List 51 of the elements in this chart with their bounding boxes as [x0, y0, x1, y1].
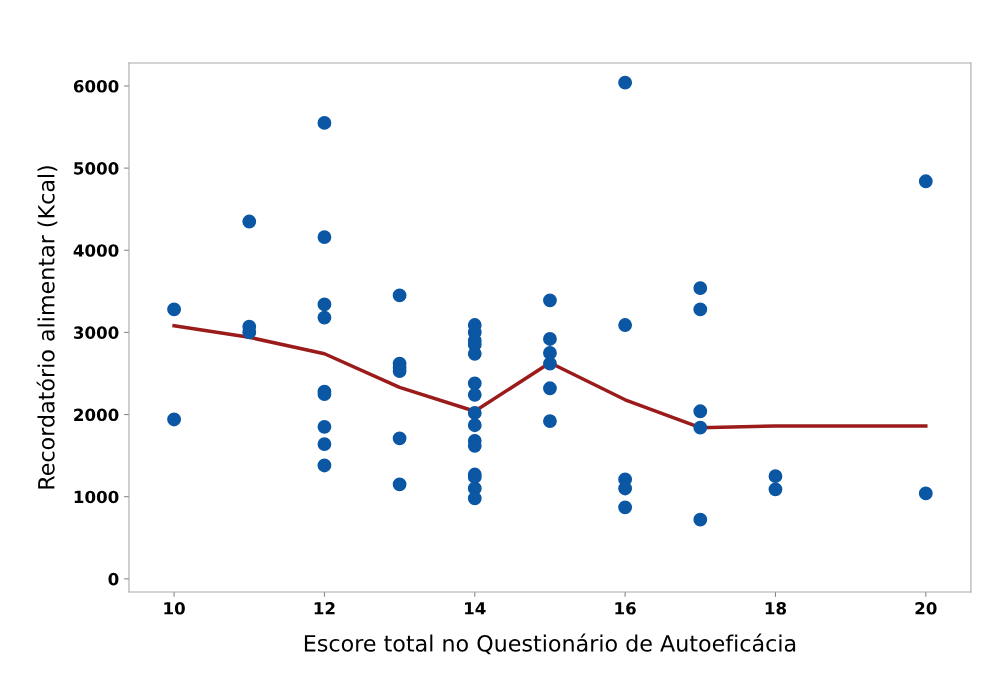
point [543, 332, 557, 346]
point [543, 414, 557, 429]
y-tick-label: 2000 [74, 408, 119, 422]
point [543, 293, 557, 308]
point [392, 288, 407, 303]
point [317, 230, 332, 245]
point [392, 431, 407, 446]
point [693, 404, 708, 419]
point [317, 297, 332, 312]
point [317, 116, 332, 130]
x-tick-label: 14 [465, 602, 486, 615]
y-axis-title: Recordatório alimentar (Kcal) [36, 166, 58, 489]
point [467, 418, 482, 433]
y-tick-label: 5000 [74, 162, 119, 175]
y-tick-label: 6000 [73, 79, 119, 93]
point [317, 437, 332, 452]
x-tick-label: 12 [314, 601, 335, 615]
point [317, 310, 332, 325]
x-tick-label: 16 [615, 602, 636, 615]
point [467, 376, 482, 391]
point [167, 302, 181, 317]
point [693, 281, 708, 295]
y-tick-label: 1000 [74, 490, 119, 504]
y-tick-label: 3000 [73, 326, 119, 339]
point [467, 405, 482, 420]
point [317, 419, 332, 434]
x-tick-label: 10 [164, 601, 185, 615]
point [918, 486, 933, 501]
y-tick-label: 4000 [73, 244, 119, 257]
point [918, 174, 933, 189]
point [167, 412, 181, 427]
x-axis-title: Escore total no Questionário de Autoeficácia [304, 633, 796, 655]
point [693, 512, 708, 527]
point [543, 356, 557, 371]
point [618, 481, 633, 496]
point [392, 477, 407, 492]
point [467, 387, 482, 402]
x-tick-label: 20 [915, 601, 937, 615]
point [317, 458, 332, 473]
point [693, 302, 708, 317]
point [768, 482, 783, 497]
point [618, 500, 633, 515]
y-tick-label: 0 [108, 572, 119, 586]
point [242, 214, 257, 229]
point [467, 491, 482, 506]
point [618, 75, 633, 90]
point [768, 469, 783, 484]
point [543, 381, 557, 396]
point [693, 420, 708, 435]
x-tick-label: 18 [765, 601, 787, 615]
point [618, 318, 633, 332]
